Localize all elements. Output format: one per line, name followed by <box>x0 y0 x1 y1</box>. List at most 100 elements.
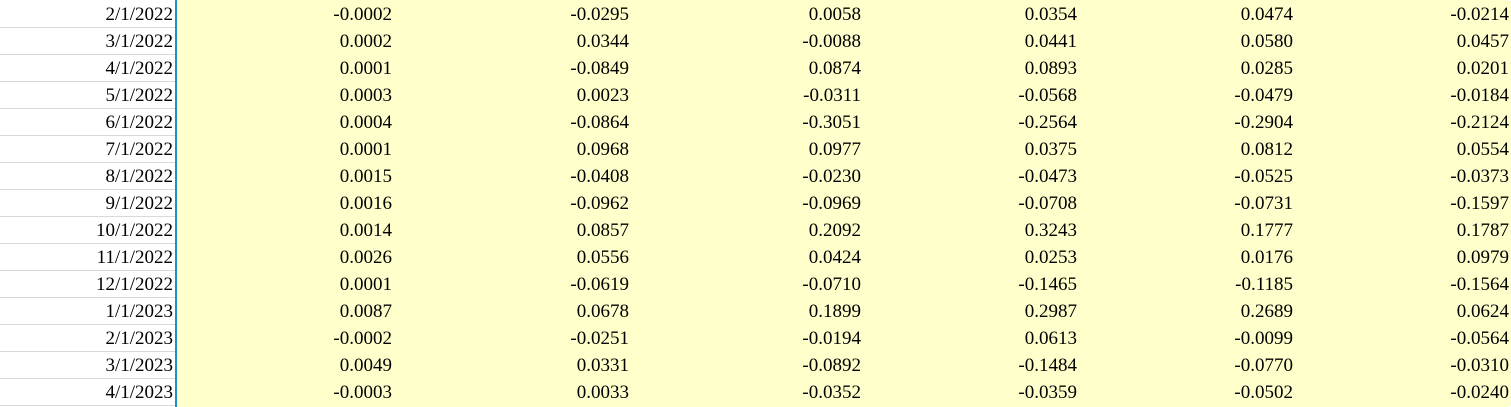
value-cell[interactable]: -0.0230 <box>629 163 861 190</box>
date-cell[interactable]: 4/1/2022 <box>0 55 175 82</box>
value-cell[interactable]: 0.0857 <box>392 217 629 244</box>
value-cell[interactable]: 0.0344 <box>392 28 629 55</box>
value-cell[interactable]: 0.0441 <box>861 28 1077 55</box>
date-cell[interactable]: 6/1/2022 <box>0 109 175 136</box>
value-cell[interactable]: 0.0176 <box>1077 244 1293 271</box>
date-cell[interactable]: 8/1/2022 <box>0 163 175 190</box>
value-cell[interactable]: 0.0015 <box>177 163 392 190</box>
value-cell[interactable]: -0.0003 <box>177 379 392 406</box>
value-cell[interactable]: 0.0580 <box>1077 28 1293 55</box>
value-cell[interactable]: -0.0359 <box>861 379 1077 406</box>
value-cell[interactable]: -0.1597 <box>1293 190 1511 217</box>
value-cell[interactable]: 0.0678 <box>392 298 629 325</box>
value-cell[interactable]: 0.3243 <box>861 217 1077 244</box>
date-cell[interactable]: 4/1/2023 <box>0 379 175 406</box>
value-cell[interactable]: -0.0295 <box>392 1 629 28</box>
date-cell[interactable]: 12/1/2022 <box>0 271 175 298</box>
value-cell[interactable]: -0.0564 <box>1293 325 1511 352</box>
value-cell[interactable]: 0.0026 <box>177 244 392 271</box>
date-cell[interactable]: 7/1/2022 <box>0 136 175 163</box>
value-cell[interactable]: 0.0556 <box>392 244 629 271</box>
value-cell[interactable]: 0.0253 <box>861 244 1077 271</box>
value-cell[interactable]: -0.0770 <box>1077 352 1293 379</box>
value-cell[interactable]: 0.0474 <box>1077 1 1293 28</box>
value-cell[interactable]: 0.0001 <box>177 271 392 298</box>
value-cell[interactable]: 0.0058 <box>629 1 861 28</box>
value-cell[interactable]: 0.0014 <box>177 217 392 244</box>
value-cell[interactable]: 0.0874 <box>629 55 861 82</box>
value-cell[interactable]: -0.0892 <box>629 352 861 379</box>
value-cell[interactable]: 0.2689 <box>1077 298 1293 325</box>
date-cell[interactable]: 10/1/2022 <box>0 217 175 244</box>
value-cell[interactable]: -0.0099 <box>1077 325 1293 352</box>
date-cell[interactable]: 2/1/2023 <box>0 325 175 352</box>
value-cell[interactable]: 0.0977 <box>629 136 861 163</box>
value-cell[interactable]: -0.0373 <box>1293 163 1511 190</box>
value-cell[interactable]: -0.0969 <box>629 190 861 217</box>
value-cell[interactable]: -0.0352 <box>629 379 861 406</box>
value-cell[interactable]: 0.1899 <box>629 298 861 325</box>
value-cell[interactable]: 0.0424 <box>629 244 861 271</box>
value-cell[interactable]: -0.2124 <box>1293 109 1511 136</box>
value-cell[interactable]: 0.2987 <box>861 298 1077 325</box>
value-cell[interactable]: 0.0893 <box>861 55 1077 82</box>
value-cell[interactable]: -0.0473 <box>861 163 1077 190</box>
value-cell[interactable]: 0.0002 <box>177 28 392 55</box>
value-cell[interactable]: 0.0979 <box>1293 244 1511 271</box>
value-cell[interactable]: 0.0375 <box>861 136 1077 163</box>
value-cell[interactable]: 0.0033 <box>392 379 629 406</box>
value-cell[interactable]: -0.0849 <box>392 55 629 82</box>
value-cell[interactable]: 0.0087 <box>177 298 392 325</box>
value-cell[interactable]: -0.1484 <box>861 352 1077 379</box>
value-cell[interactable]: 0.0968 <box>392 136 629 163</box>
value-cell[interactable]: 0.0023 <box>392 82 629 109</box>
value-cell[interactable]: -0.0731 <box>1077 190 1293 217</box>
value-cell[interactable]: 0.0004 <box>177 109 392 136</box>
value-cell[interactable]: -0.0214 <box>1293 1 1511 28</box>
value-cell[interactable]: -0.0310 <box>1293 352 1511 379</box>
value-cell[interactable]: -0.0710 <box>629 271 861 298</box>
value-cell[interactable]: -0.0251 <box>392 325 629 352</box>
value-cell[interactable]: -0.0619 <box>392 271 629 298</box>
value-cell[interactable]: 0.0354 <box>861 1 1077 28</box>
value-cell[interactable]: -0.0525 <box>1077 163 1293 190</box>
date-cell[interactable]: 2/1/2022 <box>0 1 175 28</box>
date-cell[interactable]: 5/1/2022 <box>0 82 175 109</box>
value-cell[interactable]: 0.0457 <box>1293 28 1511 55</box>
value-cell[interactable]: -0.0568 <box>861 82 1077 109</box>
value-cell[interactable]: 0.2092 <box>629 217 861 244</box>
value-cell[interactable]: -0.0502 <box>1077 379 1293 406</box>
value-cell[interactable]: 0.0285 <box>1077 55 1293 82</box>
value-cell[interactable]: -0.0708 <box>861 190 1077 217</box>
value-cell[interactable]: 0.1787 <box>1293 217 1511 244</box>
value-cell[interactable]: 0.0049 <box>177 352 392 379</box>
value-cell[interactable]: -0.3051 <box>629 109 861 136</box>
value-cell[interactable]: 0.0001 <box>177 55 392 82</box>
value-cell[interactable]: -0.0240 <box>1293 379 1511 406</box>
value-cell[interactable]: -0.0002 <box>177 1 392 28</box>
date-cell[interactable]: 1/1/2023 <box>0 298 175 325</box>
value-cell[interactable]: -0.0408 <box>392 163 629 190</box>
value-cell[interactable]: 0.0613 <box>861 325 1077 352</box>
date-cell[interactable]: 11/1/2022 <box>0 244 175 271</box>
value-cell[interactable]: -0.0311 <box>629 82 861 109</box>
value-cell[interactable]: -0.1185 <box>1077 271 1293 298</box>
date-cell[interactable]: 9/1/2022 <box>0 190 175 217</box>
value-cell[interactable]: 0.0003 <box>177 82 392 109</box>
value-cell[interactable]: 0.0624 <box>1293 298 1511 325</box>
value-cell[interactable]: -0.2564 <box>861 109 1077 136</box>
value-cell[interactable]: 0.1777 <box>1077 217 1293 244</box>
value-cell[interactable]: 0.0331 <box>392 352 629 379</box>
value-cell[interactable]: -0.0002 <box>177 325 392 352</box>
value-cell[interactable]: -0.0088 <box>629 28 861 55</box>
date-cell[interactable]: 3/1/2022 <box>0 28 175 55</box>
value-cell[interactable]: 0.0001 <box>177 136 392 163</box>
value-cell[interactable]: -0.0864 <box>392 109 629 136</box>
value-cell[interactable]: 0.0812 <box>1077 136 1293 163</box>
value-cell[interactable]: -0.1465 <box>861 271 1077 298</box>
date-cell[interactable]: 3/1/2023 <box>0 352 175 379</box>
value-cell[interactable]: 0.0554 <box>1293 136 1511 163</box>
value-cell[interactable]: -0.0184 <box>1293 82 1511 109</box>
value-cell[interactable]: -0.0962 <box>392 190 629 217</box>
value-cell[interactable]: -0.1564 <box>1293 271 1511 298</box>
